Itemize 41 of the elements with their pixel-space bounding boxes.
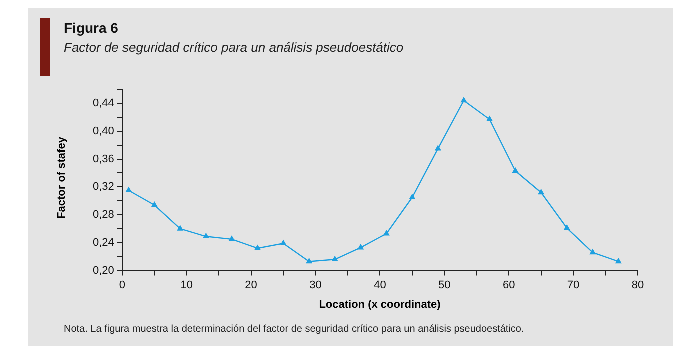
y-tick-label: 0,40 <box>92 125 114 138</box>
y-tick-label: 0,36 <box>92 153 114 166</box>
point <box>435 146 442 151</box>
point <box>538 190 544 195</box>
y-tick-label: 0,24 <box>92 236 114 249</box>
x-tick-label: 10 <box>180 279 193 292</box>
x-tick-label: 70 <box>567 279 580 292</box>
point <box>229 236 235 242</box>
point <box>203 233 210 239</box>
point <box>486 116 493 122</box>
x-tick-label: 80 <box>632 279 644 292</box>
point <box>564 225 570 230</box>
point <box>254 245 261 250</box>
chart-subtitle: Factor de seguridad crítico para un análisis pseudoestático <box>64 40 404 55</box>
x-tick-label: 0 <box>119 279 126 292</box>
point <box>616 258 622 264</box>
x-tick-label: 40 <box>374 279 386 292</box>
x-tick-label: 30 <box>310 279 322 292</box>
y-tick-label: 0,44 <box>92 98 114 110</box>
x-tick-label: 50 <box>438 279 451 292</box>
y-tick-label: 0,20 <box>92 264 114 277</box>
point <box>358 244 364 250</box>
point <box>332 256 338 262</box>
point <box>512 168 518 174</box>
point <box>461 98 467 103</box>
point <box>384 230 390 236</box>
y-tick-label: 0,28 <box>92 209 114 222</box>
y-tick-label: 0,32 <box>92 181 114 194</box>
chart-title: Figura 6 <box>64 20 118 36</box>
point <box>152 202 158 208</box>
x-axis-title: Location (x coordinate) <box>319 299 441 311</box>
point <box>590 249 596 255</box>
y-axis-title: Factor of stafey <box>56 137 68 219</box>
x-tick-label: 20 <box>245 279 258 292</box>
point <box>126 187 132 193</box>
point <box>410 194 416 200</box>
point <box>306 258 312 264</box>
point <box>280 240 286 246</box>
point <box>178 226 184 231</box>
x-tick-label: 60 <box>502 279 516 292</box>
text: Nota. La figura muestra la determinación del factor de seguridad crítico para un análisis pseudoestático. <box>64 324 524 335</box>
